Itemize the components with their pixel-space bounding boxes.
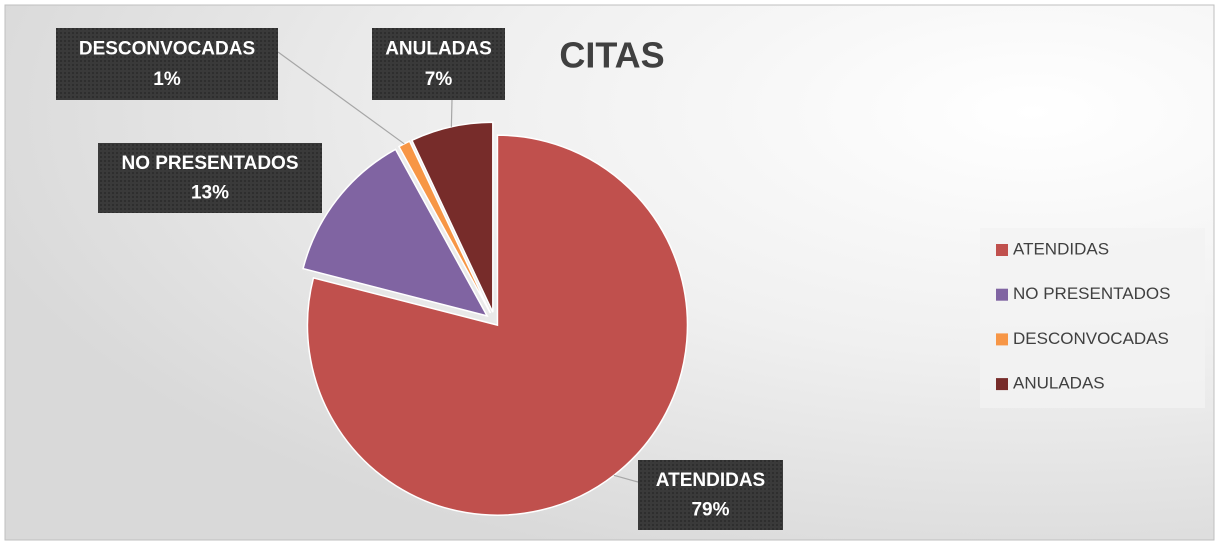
leader-line [277, 51, 405, 145]
data-label-value: 79% [691, 499, 729, 520]
data-label-name: ANULADAS [385, 39, 492, 60]
legend-swatch [996, 288, 1008, 301]
data-label-name: DESCONVOCADAS [79, 39, 255, 60]
legend-swatch [996, 333, 1008, 346]
pie-slice [410, 121, 494, 313]
data-label-value: 1% [153, 69, 181, 90]
legend-label: DESCONVOCADAS [1013, 329, 1169, 348]
legend-box [980, 228, 1205, 408]
pie-slice [302, 148, 489, 318]
data-label-value: 7% [425, 69, 453, 90]
leader-line [450, 99, 453, 127]
data-label-box [372, 28, 505, 100]
data-label-name: NO PRESENTADOS [121, 153, 298, 174]
legend-label: ANULADAS [1013, 374, 1105, 393]
legend-swatch [996, 244, 1008, 256]
data-label-box [638, 460, 783, 530]
leader-line [613, 474, 639, 483]
chart-title: CITAS [559, 35, 664, 76]
data-label-box [98, 143, 322, 213]
pie-slice [306, 134, 689, 516]
data-label-box [56, 28, 278, 100]
data-label-value: 13% [191, 182, 229, 203]
legend-label: NO PRESENTADOS [1013, 284, 1170, 303]
legend-label: ATENDIDAS [1013, 239, 1109, 258]
pie-slice [397, 140, 492, 314]
legend-swatch [996, 378, 1008, 391]
data-label-name: ATENDIDAS [656, 470, 765, 491]
